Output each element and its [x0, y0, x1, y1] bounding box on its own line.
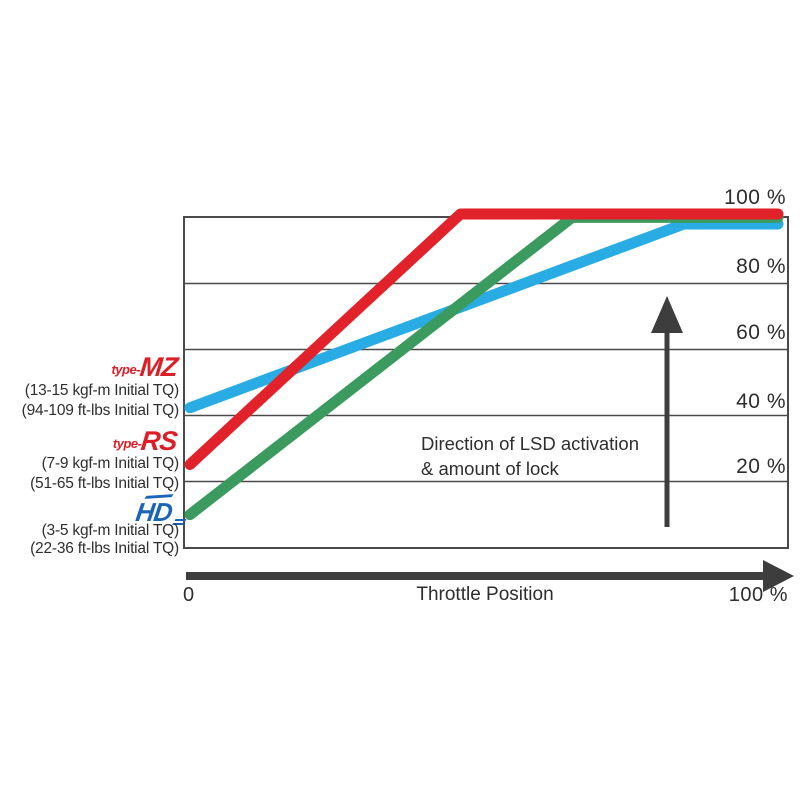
rs-logo-text: RS: [139, 426, 179, 456]
y-tick-40: 40 %: [736, 390, 786, 413]
x-tick-100: 100 %: [728, 584, 788, 606]
y-tick-80: 80 %: [736, 255, 786, 278]
hd-logo-flourish-icon: [174, 519, 187, 521]
y-tick-20: 20 %: [736, 455, 786, 478]
hd-torque-kgfm: (3-5 kgf-m Initial TQ): [41, 522, 180, 539]
up-arrow-icon: [651, 296, 683, 527]
legend-logo-type-mz: type-MZ: [111, 352, 179, 383]
series-line-type-rs: [184, 208, 784, 470]
rs-torque-ftlbs: (51-65 ft-lbs Initial TQ): [30, 475, 179, 492]
direction-annotation: Direction of LSD activation & amount of …: [421, 431, 639, 481]
series-line-type-mz: [184, 218, 784, 414]
y-tick-100: 100 %: [723, 186, 786, 209]
x-axis-arrow-icon: [186, 560, 794, 592]
x-tick-0: 0: [183, 584, 195, 606]
x-axis-title: Throttle Position: [416, 584, 554, 605]
type-prefix-label: type-: [112, 436, 142, 451]
direction-annotation-line2: & amount of lock: [421, 458, 559, 479]
mz-torque-kgfm: (13-15 kgf-m Initial TQ): [24, 382, 179, 399]
hd-torque-ftlbs: (22-36 ft-lbs Initial TQ): [30, 540, 179, 557]
type-prefix-label: type-: [111, 362, 141, 377]
mz-logo-text: MZ: [138, 352, 179, 382]
legend-logo-type-rs: type-RS: [112, 426, 179, 457]
data-series-lines: [184, 208, 784, 521]
direction-annotation-line1: Direction of LSD activation: [421, 433, 639, 454]
mz-torque-ftlbs: (94-109 ft-lbs Initial TQ): [21, 402, 180, 419]
y-tick-60: 60 %: [736, 321, 786, 344]
rs-torque-kgfm: (7-9 kgf-m Initial TQ): [41, 455, 180, 472]
legend-column: type-MZ (13-15 kgf-m Initial TQ) (94-109…: [0, 0, 187, 600]
